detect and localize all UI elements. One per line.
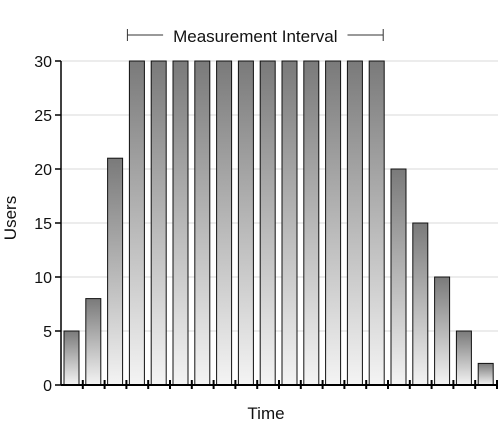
- bar: [194, 60, 211, 386]
- bar: [63, 330, 80, 386]
- bar: [216, 60, 233, 386]
- y-tick-label: 10: [34, 270, 52, 287]
- bars: [63, 60, 494, 386]
- bar: [107, 157, 124, 386]
- bar: [477, 362, 494, 386]
- bar: [281, 60, 298, 386]
- bar: [172, 60, 189, 386]
- bar: [259, 60, 276, 386]
- bar: [85, 298, 102, 386]
- axes: [55, 60, 498, 389]
- bar: [325, 60, 342, 386]
- y-tick-label: 15: [34, 216, 52, 233]
- y-tick-label: 0: [43, 378, 52, 395]
- y-tick-label: 5: [43, 324, 52, 341]
- bar: [434, 276, 451, 386]
- y-tick-label: 25: [34, 108, 52, 125]
- bar: [128, 60, 145, 386]
- y-tick-label: 20: [34, 162, 52, 179]
- bar: [150, 60, 167, 386]
- bar: [412, 222, 429, 386]
- x-axis-title: Time: [247, 404, 284, 423]
- annotation-label: Measurement Interval: [173, 27, 337, 46]
- bar: [455, 330, 472, 386]
- bar: [237, 60, 254, 386]
- bar: [390, 168, 407, 386]
- tick-labels: 0 5 10 15 20 25 30: [34, 54, 52, 395]
- grid-lines: [61, 60, 498, 332]
- measurement-interval-annotation: Measurement Interval: [126, 27, 384, 46]
- y-axis-title: Users: [1, 196, 20, 240]
- bar: [303, 60, 320, 386]
- y-tick-label: 30: [34, 54, 52, 71]
- bar: [346, 60, 363, 386]
- bar: [368, 60, 385, 386]
